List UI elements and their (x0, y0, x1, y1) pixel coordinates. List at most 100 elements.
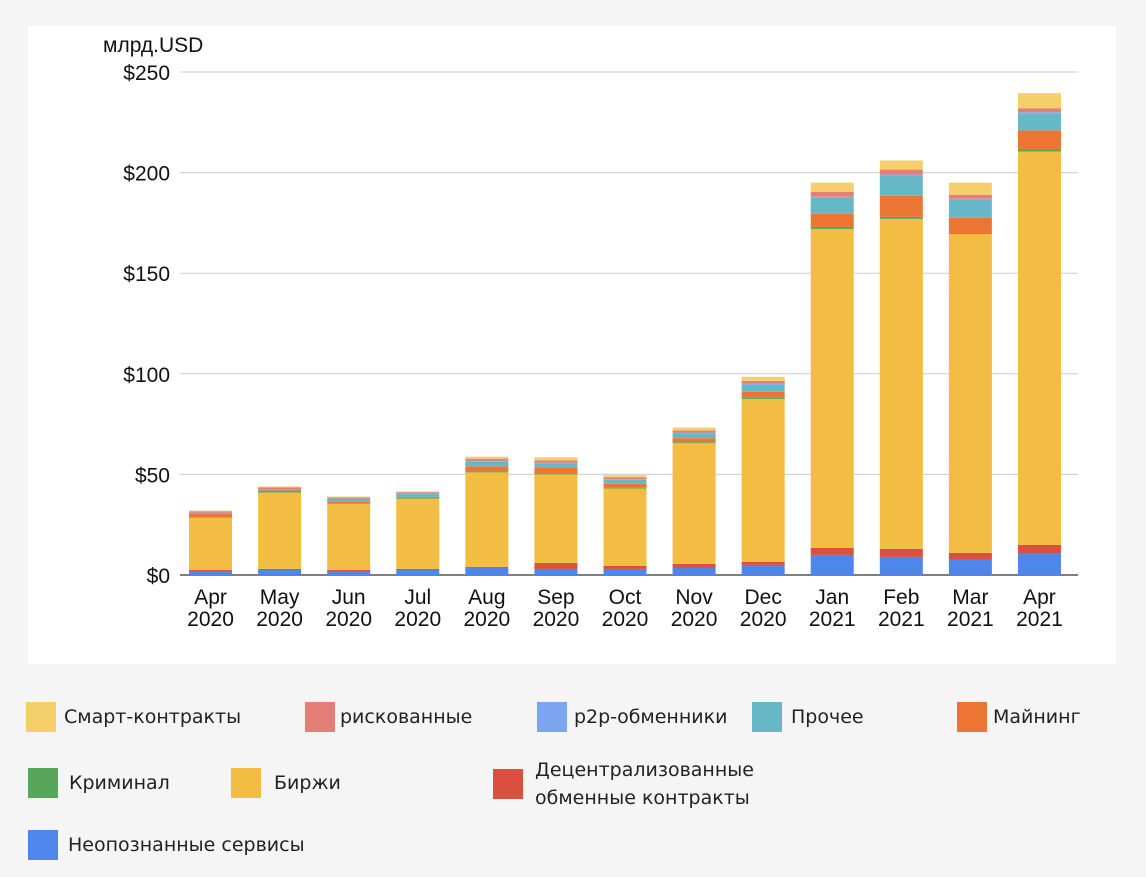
x-tick-label: 2020 (463, 608, 510, 631)
bar-segment (948, 233, 992, 553)
x-tick-label: 2020 (740, 608, 787, 631)
legend-label: Криминал (69, 772, 170, 794)
legend-label: Майнинг (993, 706, 1081, 728)
bar-segment (396, 493, 440, 497)
bar-segment (1017, 93, 1061, 109)
bar-segment (189, 517, 233, 570)
bar-segment (741, 561, 785, 565)
x-tick-label: Mar (952, 586, 988, 609)
bar-segment (327, 496, 371, 498)
bar-segment (327, 501, 371, 503)
bar-segment (948, 559, 992, 575)
bar-segment (327, 502, 371, 504)
bar-segment (534, 562, 578, 569)
legend-label: p2p-обменники (574, 706, 728, 728)
legend-item-smart-contracts: Смарт-контракты (26, 702, 241, 732)
legend-item-mining: Майнинг (957, 702, 1081, 732)
bar-segment (396, 493, 440, 494)
bar-segment (327, 497, 371, 499)
bar-segment (879, 160, 923, 170)
bar-segment (879, 548, 923, 557)
bar-segment (258, 487, 302, 490)
bar-segment (1017, 149, 1061, 152)
bar-segment (1017, 553, 1061, 575)
x-tick-label: 2020 (602, 608, 649, 631)
bar-segment (879, 216, 923, 219)
bar-segment (534, 467, 578, 474)
bar-segment (396, 496, 440, 498)
bar-segment (741, 397, 785, 399)
bar-segment (810, 226, 854, 229)
bar-segment (810, 197, 854, 214)
bar-segment (603, 487, 647, 489)
chart-panel: $0 $50 $100 $150 $200 $250 млрд.USD Apr 2020 May 2… (28, 26, 1116, 664)
bar-segment (465, 458, 509, 461)
bar-segment (327, 569, 371, 571)
y-axis-label: млрд.USD (103, 34, 203, 57)
bar-segment (534, 463, 578, 468)
bar-segment (1017, 112, 1061, 114)
bar-segment (879, 195, 923, 217)
bar-segment (189, 511, 233, 513)
bar-segment (1017, 113, 1061, 131)
bar-segment (465, 456, 509, 459)
bar-segment (603, 483, 647, 488)
x-tick-label: Apr (1023, 586, 1056, 609)
bar-segment (603, 479, 647, 484)
bar-segment (534, 462, 578, 464)
bar-segment (1017, 544, 1061, 554)
legend-item-dex: Децентрализованные обменные контракты (493, 756, 775, 812)
legend-item-exchanges: Биржи (231, 768, 341, 798)
bar-segment (189, 569, 233, 571)
bar-segment (672, 430, 716, 433)
bar-segment (534, 457, 578, 461)
x-tick-label: Dec (744, 586, 781, 609)
bar-segment (741, 376, 785, 381)
bar-segment (672, 442, 716, 444)
bar-segment (258, 568, 302, 570)
bar-segment (810, 196, 854, 198)
bar-segment (465, 567, 509, 575)
bar-segment (465, 472, 509, 567)
legend-label: рискованные (340, 706, 473, 728)
bar-segment (396, 569, 440, 575)
bar-segment (879, 169, 923, 175)
bar-segment (396, 498, 440, 569)
x-tick-label: 2020 (533, 608, 580, 631)
bar-segment (810, 191, 854, 197)
bar-segment (189, 517, 233, 518)
bar-segment (534, 568, 578, 575)
bar-segment (189, 513, 233, 515)
legend-swatch (493, 769, 523, 799)
bar-segment (258, 490, 302, 492)
x-tick-label: 2021 (947, 608, 994, 631)
x-tick-label: 2020 (671, 608, 718, 631)
bar-segment (810, 554, 854, 575)
x-tick-label: 2020 (187, 608, 234, 631)
bar-segment (327, 570, 371, 575)
stacked-bar-chart: $0$50$100$150$200$250млрд.USDApr2020May2… (103, 34, 1078, 631)
bar-segment (879, 218, 923, 549)
bar-segment (189, 570, 233, 575)
bar-segment (672, 433, 716, 439)
bar-segment (741, 391, 785, 398)
x-tick-label: 2021 (878, 608, 925, 631)
legend-item-criminal: Криминал (28, 768, 170, 798)
legend-item-unidentified: Неопознанные сервисы (28, 830, 305, 860)
x-tick-label: 2021 (1016, 608, 1063, 631)
bar-segment (465, 471, 509, 473)
y-tick-label: $0 (147, 565, 170, 588)
bar-segment (603, 477, 647, 480)
bar-segment (672, 427, 716, 431)
bar-segment (810, 228, 854, 548)
x-tick-label: 2020 (394, 608, 441, 631)
y-tick-label: $50 (135, 464, 170, 487)
x-tick-label: Feb (883, 586, 919, 609)
bar-segment (465, 461, 509, 467)
legend-swatch (752, 702, 782, 732)
legend-swatch (305, 702, 335, 732)
bar-segment (396, 491, 440, 493)
bar-segment (672, 567, 716, 575)
bar-segment (603, 488, 647, 566)
bar-segment (258, 569, 302, 575)
